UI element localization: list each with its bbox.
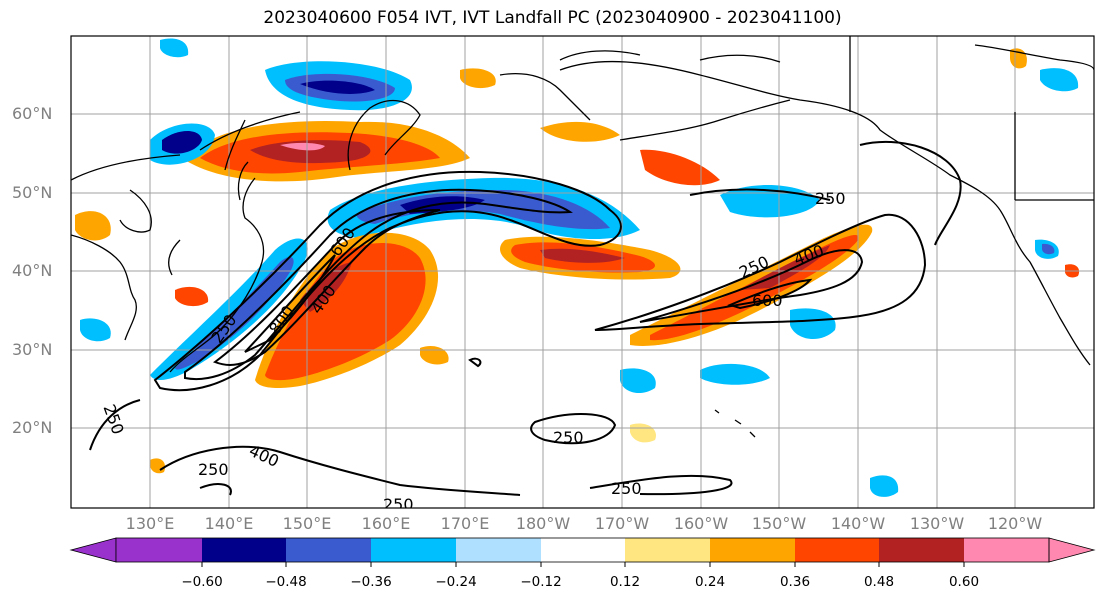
contour-label: 250	[815, 189, 846, 208]
lon-label: 160°E	[361, 514, 411, 533]
colorbar-segment	[625, 538, 710, 562]
colorbar-segment	[371, 538, 456, 562]
contour-label: 250	[553, 428, 584, 447]
colorbar-extend-high	[1048, 537, 1096, 563]
lon-label: 120°W	[987, 514, 1043, 533]
contour-label: 250	[611, 479, 642, 498]
colorbar-segment	[795, 538, 879, 562]
contour-label: 250	[198, 460, 229, 479]
colorbar-tick-label: 0.36	[779, 574, 811, 590]
colorbar-segment	[202, 538, 286, 562]
ivt-contours	[89, 141, 962, 496]
lat-label: 20°N	[12, 418, 53, 437]
lon-label: 130°W	[909, 514, 965, 533]
colorbar-tick-label: 0.60	[948, 574, 980, 590]
colorbar-tick-label: −0.12	[520, 574, 562, 590]
colorbar-segment	[541, 538, 625, 562]
colorbar-tick-label: −0.24	[435, 574, 477, 590]
colorbar-segment	[116, 538, 202, 562]
colorbar-segment	[456, 538, 541, 562]
colorbar-tick-label: 0.24	[694, 574, 726, 590]
lon-label: 140°E	[204, 514, 254, 533]
lon-label: 160°W	[673, 514, 729, 533]
lat-label: 50°N	[12, 183, 53, 202]
map-canvas: 250 400 600 800 250 400 600 250 250 400 …	[71, 36, 1094, 514]
colorbar-tick-label: 0.48	[863, 574, 895, 590]
lon-label: 170°W	[594, 514, 650, 533]
map-title: 2023040600 F054 IVT, IVT Landfall PC (20…	[263, 8, 842, 28]
map-frame	[70, 35, 1095, 509]
colorbar-segment	[710, 538, 795, 562]
lon-label: 140°W	[830, 514, 886, 533]
contour-label: 250	[383, 495, 414, 514]
lon-label: 170°E	[440, 514, 490, 533]
lon-label: 180°W	[515, 514, 571, 533]
colorbar	[69, 537, 1096, 567]
contour-label: 600	[752, 291, 783, 310]
lon-label: 130°E	[125, 514, 175, 533]
colorbar-tick-label: −0.48	[265, 574, 307, 590]
colorbar-tick-label: 0.12	[609, 574, 641, 590]
colorbar-segment	[286, 538, 371, 562]
lat-label: 30°N	[12, 340, 53, 359]
lat-label: 60°N	[12, 104, 53, 123]
lon-label: 150°E	[282, 514, 332, 533]
coastlines	[71, 36, 1094, 438]
colorbar-extend-low	[69, 537, 117, 563]
lat-label: 40°N	[12, 261, 53, 280]
colorbar-segment	[879, 538, 964, 562]
colorbar-tick-label: −0.60	[181, 574, 223, 590]
colorbar-segment	[964, 538, 1049, 562]
colorbar-tick-label: −0.36	[350, 574, 392, 590]
lon-label: 150°W	[751, 514, 807, 533]
